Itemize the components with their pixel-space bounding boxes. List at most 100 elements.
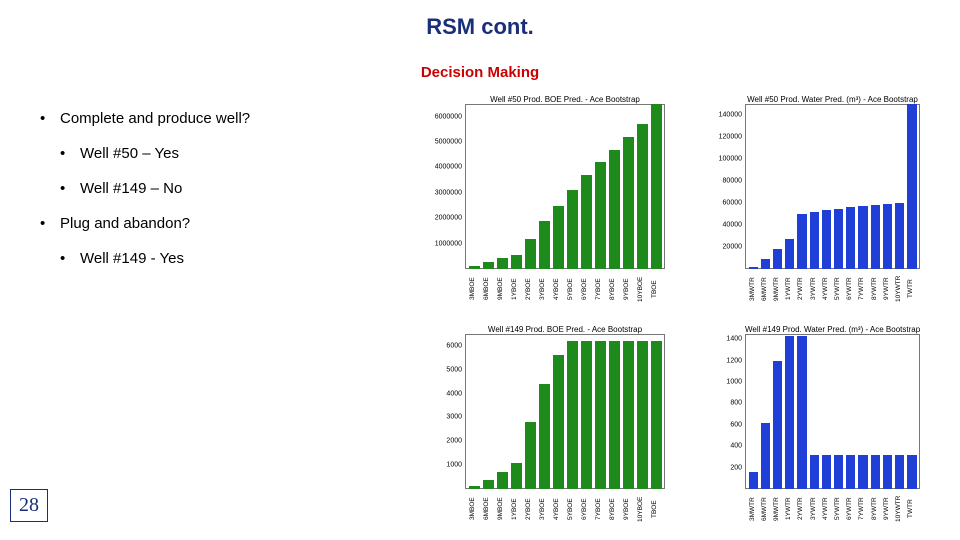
bar bbox=[595, 162, 606, 269]
x-tick-label: 6MWTR bbox=[761, 489, 770, 529]
x-tick-label: 9YBOE bbox=[623, 489, 634, 529]
bar bbox=[846, 207, 855, 269]
y-tick-label: 5000000 bbox=[435, 139, 465, 146]
bar bbox=[907, 104, 916, 269]
bar bbox=[567, 190, 578, 269]
x-tick-label: 6YWTR bbox=[846, 269, 855, 309]
x-tick-label: 8YWTR bbox=[871, 489, 880, 529]
slide: RSM cont. Decision Making Complete and p… bbox=[0, 0, 960, 540]
bar bbox=[761, 259, 770, 269]
x-tick-label: 3MBOE bbox=[469, 269, 480, 309]
bar bbox=[822, 455, 831, 489]
bar bbox=[595, 341, 606, 489]
bullet-list: Complete and produce well? Well #50 – Yes… bbox=[40, 110, 400, 285]
y-tick-label: 100000 bbox=[719, 156, 745, 163]
x-tick-label: 3MBOE bbox=[469, 489, 480, 529]
bar bbox=[907, 455, 916, 489]
y-tick-label: 4000000 bbox=[435, 164, 465, 171]
bar bbox=[623, 341, 634, 489]
bar bbox=[511, 463, 522, 489]
y-tick-label: 140000 bbox=[719, 112, 745, 119]
x-tick-label: 7YBOE bbox=[595, 489, 606, 529]
chart-c50wtr: Well #50 Prod. Water Pred. (m³) - Ace Bo… bbox=[715, 95, 920, 269]
x-tick-label: TBOE bbox=[651, 489, 662, 529]
bar bbox=[581, 175, 592, 269]
y-tick-label: 4000 bbox=[446, 390, 465, 397]
bullet-item: Well #149 - Yes bbox=[40, 250, 400, 267]
chart-c149boe: Well #149 Prod. BOE Pred. - Ace Bootstra… bbox=[423, 325, 665, 489]
bar bbox=[609, 150, 620, 269]
bar bbox=[846, 455, 855, 489]
x-tick-label: 2YWTR bbox=[797, 489, 806, 529]
bars-container bbox=[465, 104, 665, 269]
x-tick-label: 4YBOE bbox=[553, 269, 564, 309]
x-tick-label: 3MWTR bbox=[749, 269, 758, 309]
bar bbox=[539, 221, 550, 269]
x-tick-label: 2YBOE bbox=[525, 489, 536, 529]
x-tick-label: 1YBOE bbox=[511, 269, 522, 309]
bar bbox=[773, 249, 782, 269]
x-tick-label: 6YBOE bbox=[581, 489, 592, 529]
bar bbox=[581, 341, 592, 489]
bar bbox=[749, 472, 758, 489]
x-labels: 3MBOE6MBOE9MBOE1YBOE2YBOE3YBOE4YBOE5YBOE… bbox=[465, 489, 665, 529]
bars-container bbox=[745, 104, 920, 269]
x-tick-label: 3YBOE bbox=[539, 489, 550, 529]
bullet-item: Well #50 – Yes bbox=[40, 145, 400, 162]
x-tick-label: 8YBOE bbox=[609, 489, 620, 529]
bar bbox=[553, 355, 564, 489]
bar bbox=[883, 455, 892, 489]
plot-area: 6000500040003000200010003MBOE6MBOE9MBOE1… bbox=[465, 334, 665, 489]
x-tick-label: 10YBOE bbox=[637, 489, 648, 529]
chart-title: Well #149 Prod. Water Pred. (m³) - Ace B… bbox=[745, 325, 920, 334]
page-number: 28 bbox=[10, 489, 48, 522]
y-tick-label: 3000000 bbox=[435, 189, 465, 196]
y-tick-label: 600 bbox=[730, 421, 745, 428]
y-tick-label: 1000 bbox=[446, 462, 465, 469]
plot-area: 140000120000100000800006000040000200003M… bbox=[745, 104, 920, 269]
bullet-item: Complete and produce well? bbox=[40, 110, 400, 127]
y-tick-label: 2000000 bbox=[435, 215, 465, 222]
chart-c149wtr: Well #149 Prod. Water Pred. (m³) - Ace B… bbox=[715, 325, 920, 489]
x-tick-label: 1YWTR bbox=[785, 489, 794, 529]
y-tick-label: 3000 bbox=[446, 414, 465, 421]
y-tick-label: 800 bbox=[730, 400, 745, 407]
x-tick-label: 10YWTR bbox=[895, 489, 904, 529]
y-tick-label: 6000 bbox=[446, 342, 465, 349]
y-tick-label: 120000 bbox=[719, 134, 745, 141]
bullet-item: Plug and abandon? bbox=[40, 215, 400, 232]
bar bbox=[785, 239, 794, 269]
chart-title: Well #50 Prod. BOE Pred. - Ace Bootstrap bbox=[465, 95, 665, 104]
y-tick-label: 20000 bbox=[723, 244, 745, 251]
x-tick-label: 5YBOE bbox=[567, 269, 578, 309]
x-tick-label: 9MBOE bbox=[497, 269, 508, 309]
x-tick-label: 1YWTR bbox=[785, 269, 794, 309]
y-tick-label: 1000 bbox=[726, 379, 745, 386]
y-tick-label: 40000 bbox=[723, 222, 745, 229]
y-tick-label: 2000 bbox=[446, 438, 465, 445]
y-tick-label: 60000 bbox=[723, 200, 745, 207]
chart-title: Well #50 Prod. Water Pred. (m³) - Ace Bo… bbox=[745, 95, 920, 104]
plot-area: 6000000500000040000003000000200000010000… bbox=[465, 104, 665, 269]
bar bbox=[871, 205, 880, 269]
x-labels: 3MWTR6MWTR9MWTR1YWTR2YWTR3YWTR4YWTR5YWTR… bbox=[745, 489, 920, 529]
x-tick-label: 3YWTR bbox=[810, 269, 819, 309]
x-tick-label: 4YBOE bbox=[553, 489, 564, 529]
bar bbox=[623, 137, 634, 269]
y-tick-label: 1000000 bbox=[435, 240, 465, 247]
slide-subtitle: Decision Making bbox=[0, 64, 960, 81]
bar bbox=[609, 341, 620, 489]
bar bbox=[483, 480, 494, 489]
bullet-item: Well #149 – No bbox=[40, 180, 400, 197]
bar bbox=[834, 455, 843, 489]
bar bbox=[497, 472, 508, 489]
bar bbox=[895, 203, 904, 269]
bars-container bbox=[465, 334, 665, 489]
bar bbox=[637, 124, 648, 269]
x-tick-label: 2YWTR bbox=[797, 269, 806, 309]
bar bbox=[525, 239, 536, 269]
bar bbox=[651, 104, 662, 269]
bar bbox=[651, 341, 662, 489]
x-tick-label: 5YWTR bbox=[834, 489, 843, 529]
bar bbox=[483, 262, 494, 269]
